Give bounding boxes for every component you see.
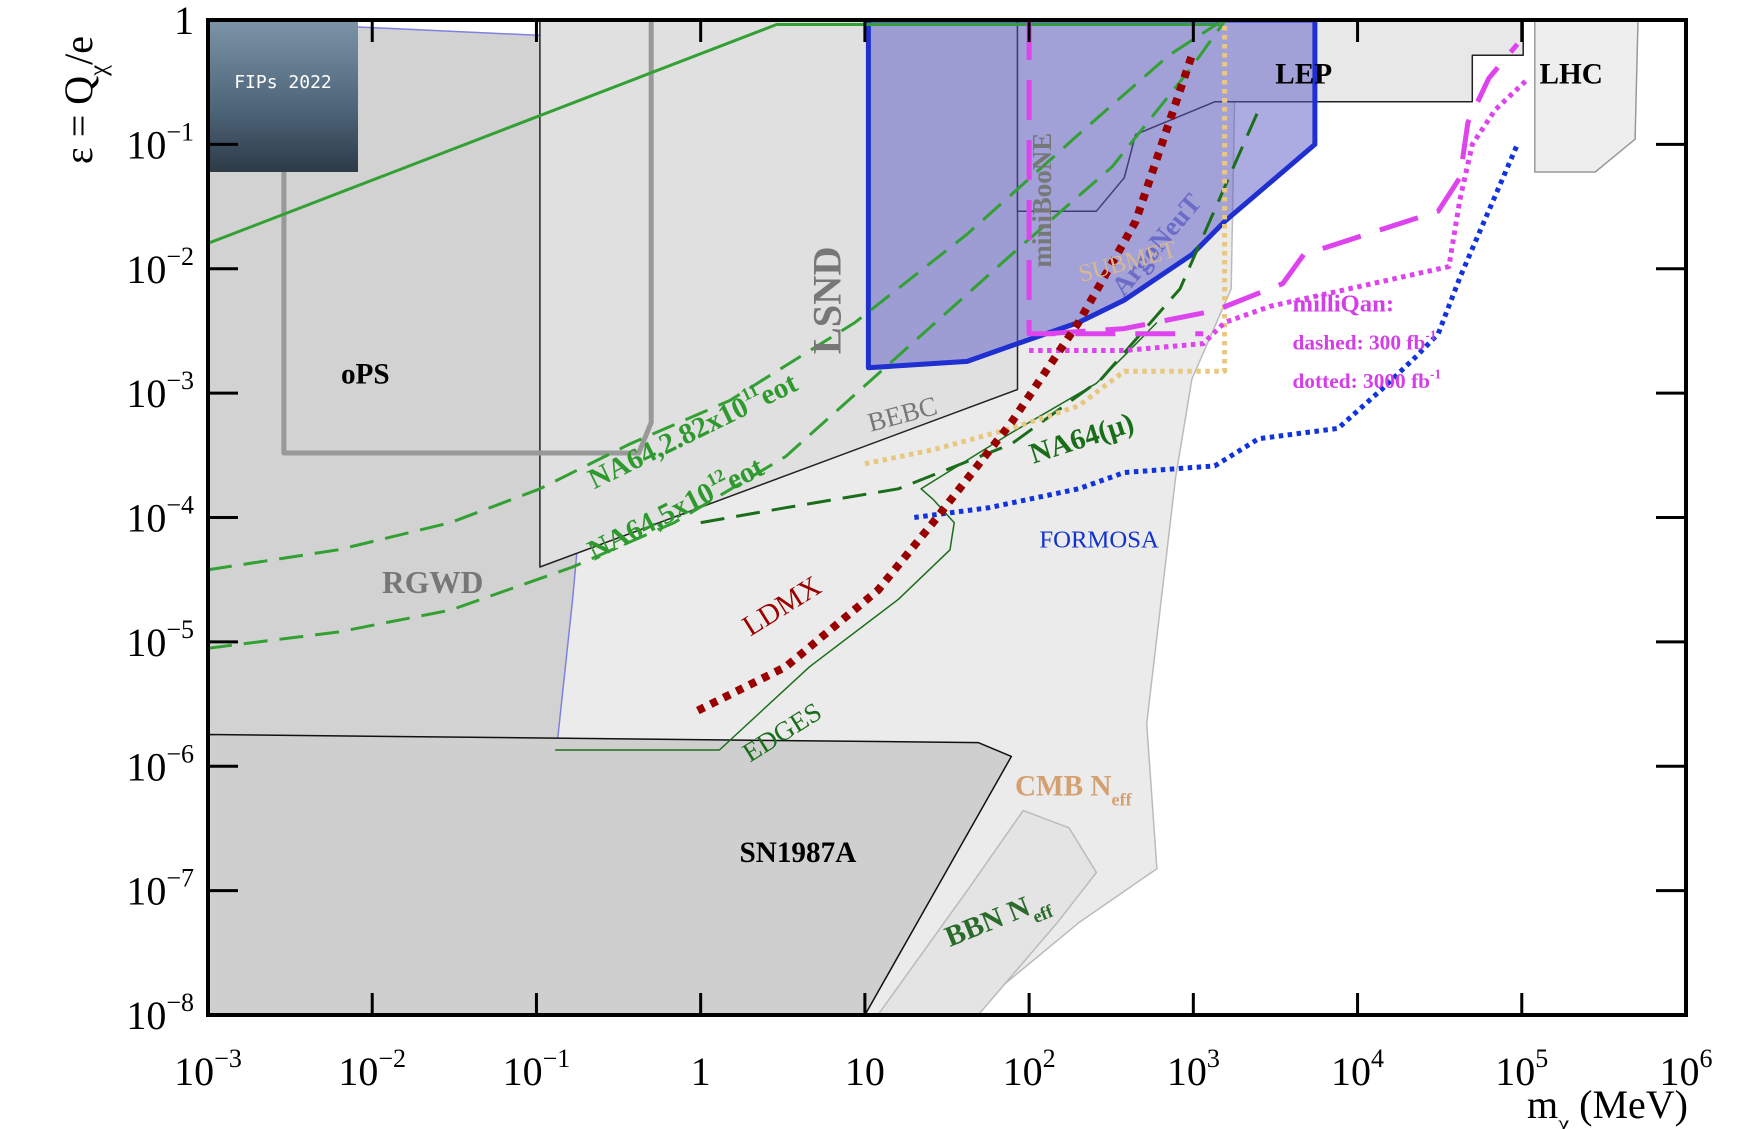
annotation: milliQan: [1293,290,1395,317]
tick-base: 10 [1331,1049,1371,1094]
label-part: miniBooNE [1027,133,1057,268]
annotation: LHC [1540,58,1603,90]
tick-exp: −8 [166,988,194,1017]
annotation: RGWD [382,565,483,600]
tick-exp: −1 [543,1044,571,1073]
chart: oPSRGWDLSNDBEBCminiBooNEArgoNeuTSUBMETLE… [0,0,1742,1129]
tick-exp: 5 [1535,1044,1548,1073]
x-tick-label: 10 [845,1049,885,1094]
label-part: dashed: 300 fb [1293,330,1426,354]
tick-exp: 6 [1700,1044,1713,1073]
label-part: SN1987A [739,837,856,869]
x-tick-label: 1 [691,1049,711,1094]
tick-exp: −7 [166,864,194,893]
tick-exp: −5 [166,615,194,644]
exclusion-region [1535,20,1638,172]
tick-base: 10 [126,744,166,789]
annotation: LEP [1275,58,1332,90]
annotation: SN1987A [739,837,856,869]
y-tick-label: 1 [174,0,194,43]
annotation: oPS [341,359,390,391]
label-part: dotted: 3000 fb [1293,369,1431,393]
label-part: LHC [1540,58,1603,90]
tick-base: 10 [126,371,166,416]
tick-exp: −1 [166,117,194,146]
label-part: ε = Q [56,76,101,164]
label-part: oPS [341,359,390,391]
tick-base: 10 [1167,1049,1207,1094]
tick-base: 10 [503,1049,543,1094]
page: oPSRGWDLSNDBEBCminiBooNEArgoNeuTSUBMETLE… [0,0,1742,1129]
logo-text: FIPs 2022 [234,72,332,93]
tick-base: 10 [174,1049,214,1094]
tick-base: 10 [126,496,166,541]
tick-base: 10 [126,993,166,1038]
tick-exp: 2 [1043,1044,1056,1073]
label-part: CMB N [1015,770,1112,802]
tick-exp: −4 [166,491,194,520]
label-part: eff [1112,790,1133,810]
x-axis-title: mχ (MeV) [1527,1082,1688,1129]
annotation: miniBooNE [1027,133,1057,268]
label-part: /e [56,36,101,65]
tick-exp: −3 [166,366,194,395]
tick-exp: −3 [214,1044,242,1073]
tick-base: 10 [126,122,166,167]
label-part: χ [1557,1111,1569,1129]
tick-base: 10 [126,869,166,914]
tick-base: 10 [126,247,166,292]
label-part: milliQan: [1293,290,1395,317]
label-part: FORMOSA [1039,526,1159,553]
tick-exp: −6 [166,739,194,768]
label-part: RGWD [382,565,483,600]
label-part: -1 [1425,328,1436,343]
tick-exp: 4 [1371,1044,1384,1073]
annotation: LSND [805,246,850,354]
label-part: LSND [805,246,850,354]
tick-exp: −2 [378,1044,406,1073]
tick-base: 10 [1003,1049,1043,1094]
tick-base: 10 [338,1049,378,1094]
annotation: dotted: 3000 fb-1 [1293,367,1442,394]
tick-exp: 3 [1207,1044,1220,1073]
annotation: FORMOSA [1039,526,1159,553]
logo-image [208,20,358,172]
annotation: dashed: 300 fb-1 [1293,328,1437,355]
label-part: χ [85,65,112,77]
label-part: (MeV) [1569,1082,1688,1127]
tick-base: 10 [126,620,166,665]
label-part: m [1527,1082,1558,1127]
tick-exp: −2 [166,242,194,271]
label-part: -1 [1430,367,1441,382]
label-part: LEP [1275,58,1332,90]
